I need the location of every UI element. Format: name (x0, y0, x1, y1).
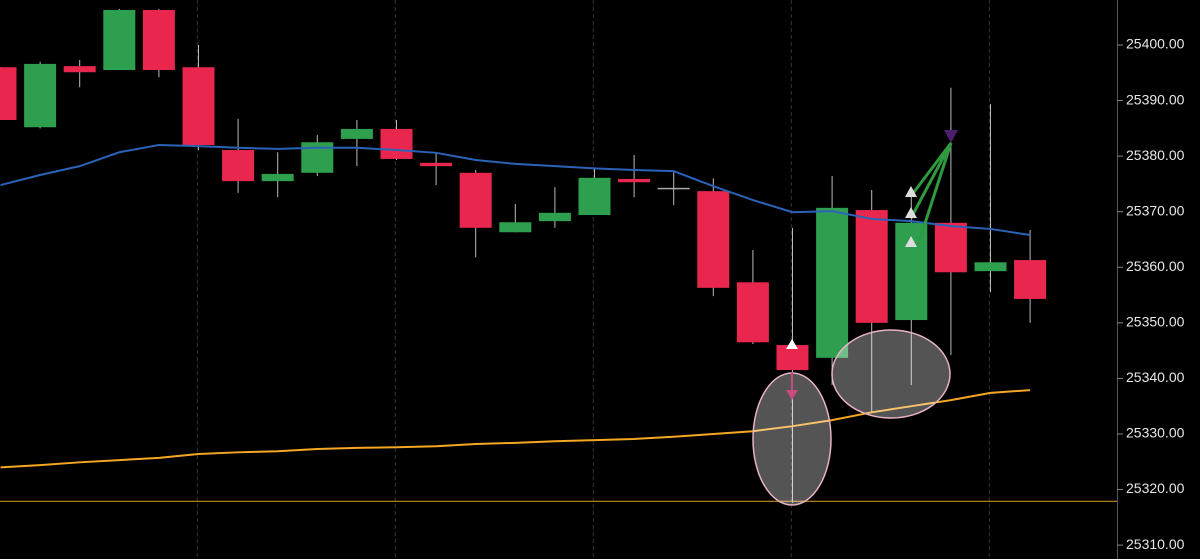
plot-area (0, 8, 1117, 503)
candle-body (142, 10, 175, 71)
y-tick-label: 25350.00 (1126, 314, 1185, 330)
candle-body (340, 128, 373, 139)
candle-body (103, 10, 136, 71)
candle-body (24, 63, 57, 128)
y-tick-label: 25330.00 (1126, 425, 1185, 441)
moving-average-line (0, 389, 1031, 469)
candle-body (934, 222, 967, 273)
signal-arrow-head (786, 390, 798, 400)
candle-body (420, 162, 453, 167)
y-tick-label: 25400.00 (1126, 36, 1185, 52)
candle-body (816, 207, 849, 358)
candle-body (578, 177, 611, 216)
y-tick-label: 25310.00 (1126, 536, 1185, 552)
y-tick-label: 25360.00 (1126, 258, 1185, 274)
candle-body (538, 212, 571, 222)
signal-triangle (905, 186, 917, 197)
candle-body (261, 173, 294, 182)
candle-body (657, 187, 690, 190)
signal-link (909, 142, 953, 197)
candle-body (0, 67, 17, 121)
y-tick-label: 25340.00 (1126, 369, 1185, 385)
candle-body (618, 178, 651, 183)
signal-triangle (944, 130, 958, 143)
signal-triangle (905, 207, 917, 218)
candle-body (1014, 260, 1047, 299)
highlight-ellipse (831, 329, 951, 419)
moving-average-line (0, 144, 1031, 237)
candle-body (697, 191, 730, 288)
signal-triangle (786, 339, 798, 349)
y-tick-label: 25320.00 (1126, 480, 1185, 496)
signal-link (909, 142, 953, 219)
candle-body (63, 66, 96, 73)
y-axis: 25310.00 25320.00 25330.00 25340.00 25350.00… (1117, 36, 1185, 552)
candle-body (974, 262, 1007, 272)
signal-link (916, 142, 953, 246)
y-tick-label: 25390.00 (1126, 91, 1185, 107)
y-tick-label: 25380.00 (1126, 147, 1185, 163)
candle-body (222, 150, 255, 182)
candle-body (499, 222, 532, 233)
candle-body (736, 282, 769, 343)
y-tick-label: 25370.00 (1126, 202, 1185, 218)
candle-body (776, 345, 809, 371)
signal-triangle (905, 236, 917, 247)
candle-body (855, 210, 888, 323)
candle-body (182, 67, 215, 146)
annotations (752, 130, 958, 506)
candle-body (459, 172, 492, 228)
candle-body (380, 128, 413, 159)
